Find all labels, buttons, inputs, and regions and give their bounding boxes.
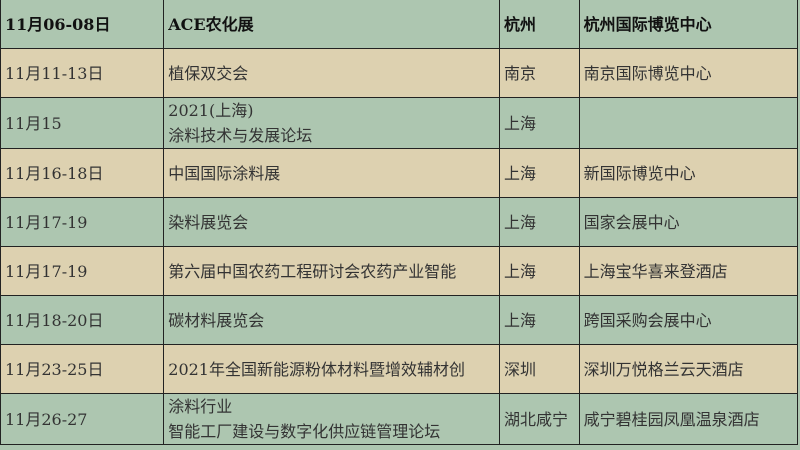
event-line: 第六届中国农药工程研讨会农药产业智能 [168,261,457,281]
venue-cell: 跨国采购会展中心 [578,295,799,345]
date-cell: 11月23-25日 [0,344,165,394]
event-line: 中国国际涂料展 [168,163,281,183]
table-row: 11月17-19 第六届中国农药工程研讨会农药产业智能 上海 上海宝华喜来登酒店 [0,246,799,296]
event-line: 2021(上海) [168,101,254,120]
date-cell: 11月17-19 [0,197,165,247]
event-line: 2021年全国新能源粉体材料暨增效辅材创 [168,359,465,379]
date-cell: 11月18-20日 [0,295,165,345]
venue-cell: 深圳万悦格兰云天酒店 [578,344,799,394]
city-cell: 南京 [499,48,580,98]
event-line: 涂料行业 [168,397,233,416]
event-line: 染料展览会 [168,212,249,232]
city-cell: 上海 [499,148,580,198]
city-cell: 上海 [499,97,580,149]
venue-cell: 杭州国际博览中心 [578,0,799,49]
event-line: 植保双交会 [168,63,249,83]
event-cell: ACE农化展 [163,0,500,49]
table-row: 11月11-13日 植保双交会 南京 南京国际博览中心 [0,48,799,98]
event-cell: 2021年全国新能源粉体材料暨增效辅材创 [163,344,500,394]
table-row-header: 11月06-08日 ACE农化展 杭州 杭州国际博览中心 [0,0,799,49]
event-cell: 染料展览会 [163,197,500,247]
event-line: 智能工厂建设与数字化供应链管理论坛 [168,422,441,441]
venue-cell: 咸宁碧桂园凤凰温泉酒店 [578,393,799,445]
date-cell: 11月16-18日 [0,148,165,198]
city-cell: 湖北咸宁 [499,393,580,445]
city-cell: 上海 [499,246,580,296]
event-cell: 中国国际涂料展 [163,148,500,198]
table-row: 11月18-20日 碳材料展览会 上海 跨国采购会展中心 [0,295,799,345]
date-cell: 11月06-08日 [0,0,165,49]
venue-cell [578,97,799,149]
event-cell: 2021(上海) 涂料技术与发展论坛 [163,97,500,149]
date-cell: 11月26-27 [0,393,165,445]
event-cell: 碳材料展览会 [163,295,500,345]
event-cell: 植保双交会 [163,48,500,98]
event-line: 涂料技术与发展论坛 [168,126,313,145]
date-cell: 11月11-13日 [0,48,165,98]
venue-cell: 新国际博览中心 [578,148,799,198]
table-row: 11月16-18日 中国国际涂料展 上海 新国际博览中心 [0,148,799,198]
date-cell: 11月15 [0,97,165,149]
table-row: 11月17-19 染料展览会 上海 国家会展中心 [0,197,799,247]
venue-cell: 南京国际博览中心 [578,48,799,98]
venue-cell: 国家会展中心 [578,197,799,247]
date-cell: 11月17-19 [0,246,165,296]
venue-cell: 上海宝华喜来登酒店 [578,246,799,296]
event-cell: 涂料行业智能工厂建设与数字化供应链管理论坛 [163,393,500,445]
event-cell: 第六届中国农药工程研讨会农药产业智能 [163,246,500,296]
table-row: 11月26-27 涂料行业 智能工厂建设与数字化供应链管理论坛 湖北咸宁 咸宁碧桂园凤凰… [0,393,799,445]
table-row: 11月23-25日 2021年全国新能源粉体材料暨增效辅材创 深圳 深圳万悦格兰云天酒… [0,344,799,394]
city-cell: 杭州 [499,0,580,49]
city-cell: 深圳 [499,344,580,394]
city-cell: 上海 [499,295,580,345]
event-line: 碳材料展览会 [168,310,265,330]
city-cell: 上海 [499,197,580,247]
table-row: 11月15 2021(上海) 涂料技术与发展论坛 上海 [0,97,799,149]
